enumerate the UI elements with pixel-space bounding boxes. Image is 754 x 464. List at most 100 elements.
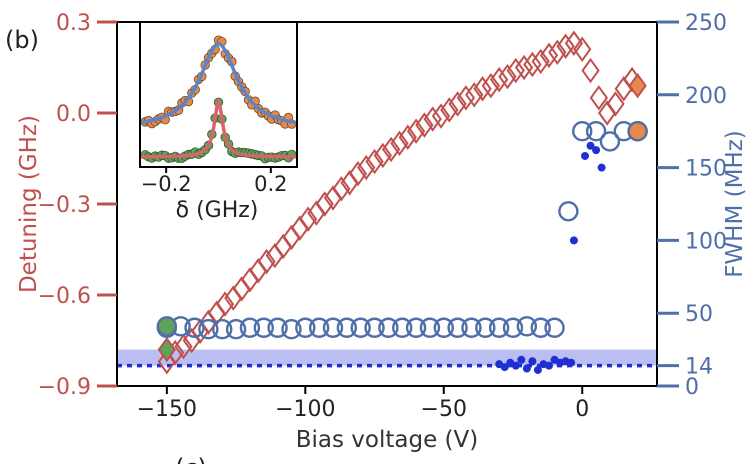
- fwhm-point: [295, 317, 316, 338]
- fwhm-point: [364, 317, 385, 338]
- detuning-point: [490, 66, 509, 93]
- highlight-band-layer: [117, 349, 657, 368]
- y-right-tick-label: 200: [685, 84, 727, 109]
- fwhm-point: [267, 317, 288, 338]
- fwhm-point: [378, 317, 399, 338]
- y-right-tick-label: 100: [685, 229, 727, 254]
- detuning-point: [448, 91, 467, 117]
- detuning-point: [465, 82, 484, 108]
- detuning-point: [215, 291, 235, 317]
- fwhm-point: [502, 317, 524, 338]
- inset-green-fit: [139, 97, 298, 159]
- fwhm-point: [350, 317, 371, 338]
- detuning-point: [390, 130, 409, 157]
- fwhm-point: [558, 201, 579, 222]
- fwhm-pump-dot: [522, 364, 531, 373]
- fwhm-point: [405, 317, 427, 338]
- detuning-point: [581, 57, 600, 84]
- fwhm-point: [461, 317, 482, 338]
- fwhm-point: [239, 317, 261, 338]
- y-left-axis-title: Detuning (GHz): [16, 115, 42, 293]
- detuning-point: [348, 160, 368, 187]
- y-left-tick-label: 0.0: [56, 102, 91, 127]
- y-left-tick-label: 0.3: [56, 11, 91, 36]
- fwhm-pump-dot: [500, 363, 509, 372]
- fwhm-band: [117, 349, 657, 366]
- fwhm-point: [419, 317, 441, 338]
- detuning-point: [473, 76, 492, 102]
- detuning-point: [174, 333, 193, 360]
- fwhm-point: [530, 317, 551, 338]
- fwhm-pump-dot: [581, 151, 589, 160]
- detuning-point: [514, 54, 534, 81]
- fwhm-point: [308, 317, 330, 338]
- detuning-point: [539, 42, 559, 69]
- detuning-point: [415, 112, 434, 138]
- fwhm-point: [572, 120, 593, 142]
- detuning-point: [456, 85, 476, 111]
- fwhm-point: [544, 317, 565, 338]
- fwhm-point: [516, 316, 538, 337]
- fwhm-pump-dot: [528, 357, 537, 366]
- y-right-axis-title: FWHM (MHz): [722, 130, 748, 278]
- y-right-tick-label: 0: [685, 375, 699, 400]
- y-right-tick-label: 150: [685, 157, 727, 182]
- y-right-tick-label: 250: [685, 11, 727, 36]
- detuning-point: [498, 63, 517, 90]
- fwhm-highlight-point: [627, 120, 648, 142]
- fwhm-point: [212, 319, 233, 340]
- fwhm-highlight-point: [156, 316, 178, 337]
- fwhm-point: [599, 131, 621, 152]
- detuning-point: [481, 72, 500, 99]
- y-right-tick-label: 50: [685, 302, 713, 327]
- detuning-point: [564, 30, 584, 56]
- y-left-tick-label: −0.9: [38, 375, 91, 400]
- detuning-point: [298, 206, 318, 232]
- panel-label: (b): [5, 26, 39, 54]
- inset-plot-area: [140, 22, 297, 167]
- fwhm-pump-dot: [592, 146, 601, 155]
- inset-orange-fit: [139, 42, 298, 125]
- x-tick-label: −100: [275, 397, 335, 422]
- fwhm-point: [433, 317, 454, 338]
- fwhm-point: [198, 319, 219, 340]
- detuning-point: [398, 124, 417, 150]
- x-tick-label: −150: [137, 397, 197, 422]
- fwhm-pump-dot: [569, 236, 578, 245]
- detuning-point: [315, 191, 334, 217]
- detuning-point: [556, 33, 575, 59]
- detuning-point: [382, 136, 401, 163]
- fwhm-pump-dot: [511, 361, 520, 370]
- inset-marks: [139, 35, 298, 164]
- fwhm-pump-dot: [597, 163, 606, 172]
- x-tick-label: −50: [421, 397, 467, 422]
- detuning-point: [531, 48, 550, 75]
- y-left-tick-label: −0.3: [38, 193, 91, 218]
- inset-frame: [139, 21, 298, 168]
- detuning-point: [573, 36, 592, 63]
- inset-x-tick-label: −0.2: [141, 172, 192, 196]
- inset-axes: −0.2 0.2: [141, 167, 288, 196]
- y-right-tick-label: 14: [685, 355, 713, 380]
- fwhm-pump-dot: [517, 355, 526, 364]
- detuning-point: [548, 39, 567, 66]
- detuning-point: [606, 91, 625, 117]
- fwhm-point: [447, 317, 468, 338]
- x-tick-label: 0: [575, 397, 589, 422]
- detuning-point: [523, 51, 542, 78]
- x-axis-title: Bias voltage (V): [296, 427, 478, 453]
- detuning-point: [506, 57, 525, 84]
- fwhm-point: [392, 317, 413, 338]
- fwhm-point: [322, 317, 344, 338]
- fwhm-pump-dot: [533, 365, 542, 374]
- fwhm-point: [281, 319, 302, 340]
- fwhm-pump-dot: [567, 358, 576, 367]
- fwhm-point: [253, 317, 274, 338]
- detuning-point: [406, 118, 426, 144]
- main-marks: [156, 30, 648, 375]
- fwhm-pump-dot: [545, 361, 553, 370]
- axes-layer: −150 −100 −50 0 0.3 0.0 −0.3 −0.6 −0.9 250 200 150 1…: [38, 11, 727, 422]
- detuning-point: [357, 154, 376, 181]
- detuning-point: [431, 103, 451, 129]
